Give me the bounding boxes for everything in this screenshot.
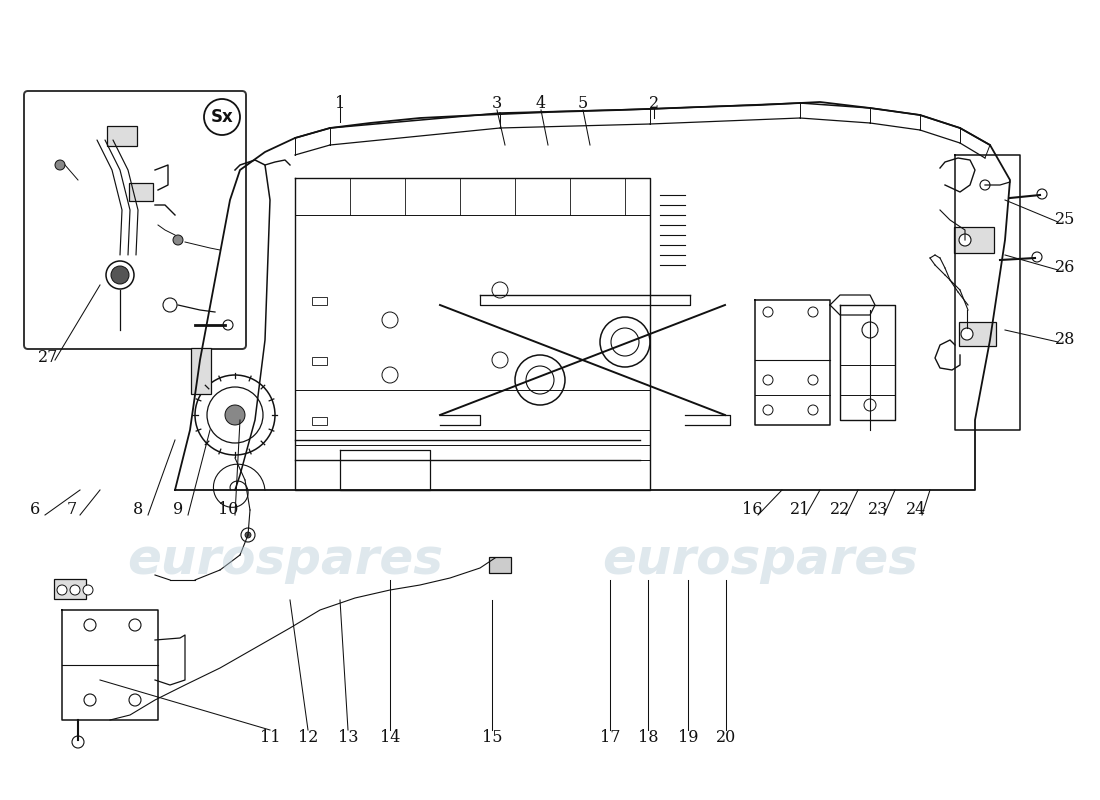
Circle shape (84, 694, 96, 706)
Circle shape (1032, 252, 1042, 262)
Text: 18: 18 (638, 730, 658, 746)
Circle shape (808, 375, 818, 385)
Circle shape (864, 399, 876, 411)
Circle shape (207, 387, 263, 443)
Circle shape (226, 405, 245, 425)
Circle shape (55, 160, 65, 170)
Text: 23: 23 (868, 502, 888, 518)
Text: 13: 13 (338, 730, 359, 746)
Circle shape (382, 367, 398, 383)
FancyBboxPatch shape (490, 557, 512, 573)
FancyBboxPatch shape (954, 227, 994, 253)
FancyBboxPatch shape (312, 357, 327, 365)
Text: 4: 4 (536, 94, 546, 111)
Circle shape (57, 585, 67, 595)
FancyBboxPatch shape (312, 297, 327, 305)
FancyBboxPatch shape (312, 417, 327, 425)
Circle shape (959, 234, 971, 246)
Text: 25: 25 (1055, 211, 1075, 229)
Circle shape (610, 328, 639, 356)
Text: 8: 8 (133, 502, 143, 518)
Text: 27: 27 (37, 350, 58, 366)
Text: 14: 14 (379, 730, 400, 746)
Circle shape (129, 694, 141, 706)
Circle shape (1037, 189, 1047, 199)
Text: 19: 19 (678, 730, 698, 746)
Text: 22: 22 (829, 502, 850, 518)
Circle shape (526, 366, 554, 394)
Circle shape (204, 99, 240, 135)
Text: 12: 12 (298, 730, 318, 746)
Circle shape (763, 405, 773, 415)
FancyBboxPatch shape (54, 579, 86, 599)
Circle shape (72, 736, 84, 748)
FancyBboxPatch shape (191, 348, 211, 394)
Circle shape (763, 307, 773, 317)
Circle shape (82, 585, 94, 595)
Circle shape (223, 320, 233, 330)
FancyBboxPatch shape (107, 126, 138, 146)
Text: 6: 6 (30, 502, 40, 518)
Text: eurospares: eurospares (602, 536, 918, 584)
Circle shape (492, 282, 508, 298)
Text: 7: 7 (67, 502, 77, 518)
Circle shape (961, 328, 974, 340)
Circle shape (245, 532, 251, 538)
Text: 16: 16 (741, 502, 762, 518)
Text: 26: 26 (1055, 259, 1075, 277)
Text: 17: 17 (600, 730, 620, 746)
Circle shape (980, 180, 990, 190)
Circle shape (129, 619, 141, 631)
Text: 11: 11 (260, 730, 280, 746)
Circle shape (808, 307, 818, 317)
Circle shape (106, 261, 134, 289)
Text: 28: 28 (1055, 331, 1075, 349)
Circle shape (111, 266, 129, 284)
Circle shape (515, 355, 565, 405)
Text: 10: 10 (218, 502, 239, 518)
Circle shape (163, 298, 177, 312)
Text: Sx: Sx (210, 108, 233, 126)
Text: eurospares: eurospares (126, 536, 443, 584)
Text: 15: 15 (482, 730, 503, 746)
Circle shape (492, 352, 508, 368)
Circle shape (600, 317, 650, 367)
FancyBboxPatch shape (129, 183, 153, 201)
Text: 21: 21 (790, 502, 811, 518)
Text: 5: 5 (578, 94, 588, 111)
Text: 24: 24 (906, 502, 926, 518)
Text: 9: 9 (173, 502, 183, 518)
Circle shape (84, 619, 96, 631)
Circle shape (763, 375, 773, 385)
Circle shape (808, 405, 818, 415)
FancyBboxPatch shape (24, 91, 246, 349)
Circle shape (70, 585, 80, 595)
Text: 20: 20 (716, 730, 736, 746)
Circle shape (382, 312, 398, 328)
Circle shape (173, 235, 183, 245)
Text: 1: 1 (334, 94, 345, 111)
Circle shape (862, 322, 878, 338)
FancyBboxPatch shape (959, 322, 996, 346)
Circle shape (195, 375, 275, 455)
Circle shape (241, 528, 255, 542)
Text: 2: 2 (649, 94, 659, 111)
Text: 3: 3 (492, 94, 502, 111)
